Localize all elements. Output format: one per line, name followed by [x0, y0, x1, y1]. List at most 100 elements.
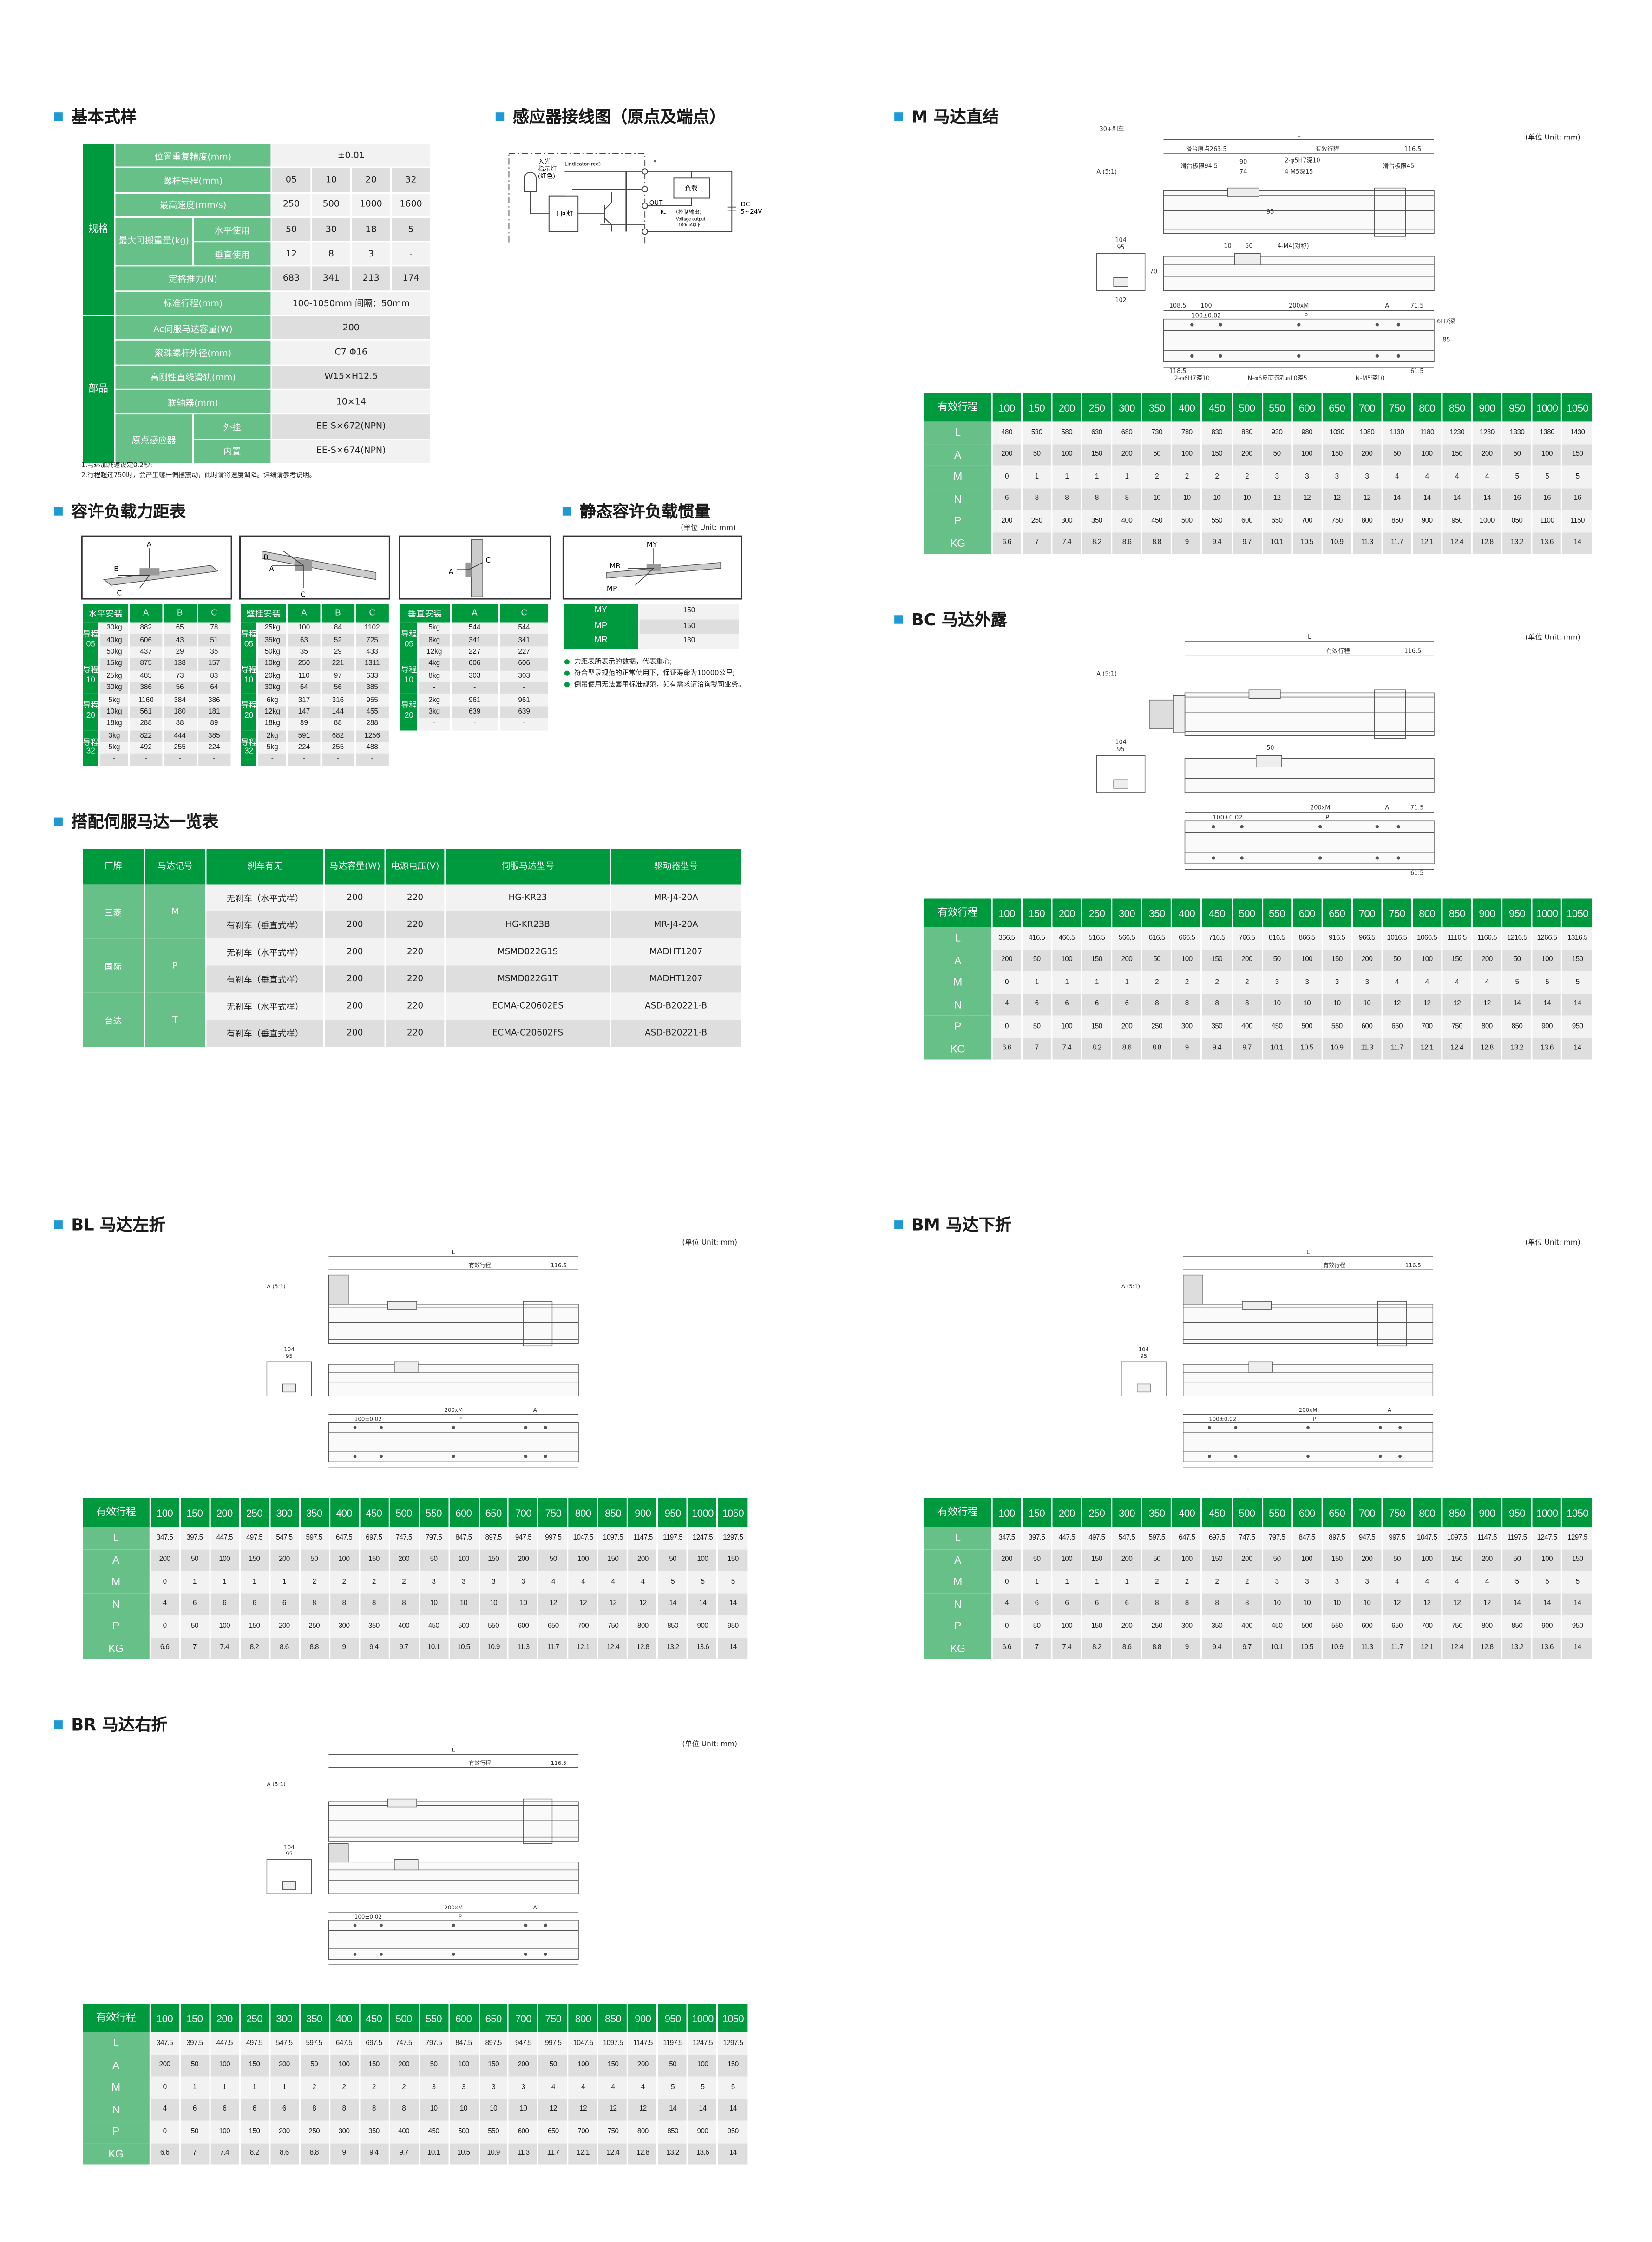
table-row: A 200 50 100 150 200 50 100 150 200 50 100 150 200 50 1…	[923, 1548, 1593, 1571]
dimension-label: 118.5	[1169, 368, 1187, 375]
group-label-spec: 规格	[81, 142, 116, 316]
stroke-header-cell: 150	[1021, 1498, 1052, 1527]
servo-header-cell: 厂牌	[81, 849, 144, 885]
table-cell: 8.8	[1141, 531, 1172, 554]
row-label: A	[81, 2054, 150, 2077]
table-cell: 8	[1081, 487, 1112, 510]
table-cell: 9.7	[388, 1637, 419, 1659]
lamp-label: (红色)	[538, 172, 555, 180]
table-cell: 1	[238, 1571, 269, 1593]
table-cell: 200	[1111, 949, 1142, 971]
table-cell: 10	[1201, 487, 1232, 510]
table-cell: 88	[162, 718, 197, 730]
table-cell: 3	[1351, 971, 1382, 994]
table-row: 30kg 386 56 64	[82, 682, 231, 694]
hole-mark	[1219, 354, 1222, 358]
table-cell: 224	[286, 741, 321, 754]
table-cell: 4	[627, 2076, 658, 2099]
stroke-header-cell: 700	[1351, 393, 1382, 422]
table-cell: 1080	[1351, 421, 1382, 444]
stroke-header-cell: 750	[538, 1498, 568, 1527]
table-cell: 1047.5	[567, 1527, 598, 1549]
table-cell: 4	[1381, 465, 1412, 488]
hole-mark	[1396, 856, 1400, 860]
hole-mark	[1378, 1426, 1382, 1429]
heading-text: 搭配伺服马达一览表	[71, 812, 219, 832]
table-cell: 397.5	[179, 1527, 210, 1549]
table-cell: 150	[1201, 949, 1232, 971]
section-heading-load-moment: 容许负载力距表	[54, 500, 186, 523]
table-cell: 050	[1501, 510, 1532, 532]
table-cell: 950	[1561, 1015, 1593, 1038]
table-cell: 385	[354, 682, 389, 694]
table-cell: 8	[1231, 993, 1262, 1016]
table-cell: 14	[1561, 531, 1593, 554]
table-cell: 50	[1141, 1548, 1172, 1571]
table-cell: 1130	[1381, 421, 1412, 444]
table-cell: 200	[388, 2054, 419, 2077]
lead-group-label: 导程32	[239, 730, 258, 766]
table-row: ---	[400, 718, 549, 730]
table-cell: 8.6	[269, 2143, 300, 2165]
table-row: 导程10 4kg 606 606	[399, 658, 549, 694]
table-cell: 6	[1021, 993, 1052, 1016]
table-cell: 88	[320, 718, 355, 730]
table-cell: 100	[1291, 949, 1322, 971]
servo-header-row: 厂牌 马达记号 刹车有无 马达容量(W) 电源电压(V) 伺服马达型号 驱动器型号	[81, 849, 741, 885]
dimension-label: 有效行程	[1326, 648, 1350, 655]
table-cell: -	[354, 754, 389, 766]
table-cell: 150	[1081, 443, 1112, 466]
table-cell: 447.5	[209, 1527, 240, 1549]
spec-value: 174	[390, 265, 432, 292]
table-cell: 1	[1021, 465, 1052, 488]
table-cell: 1280	[1471, 421, 1502, 444]
dimension-label: 有效行程	[1315, 146, 1339, 153]
table-cell: -	[418, 718, 450, 730]
section-heading-bc: BC 马达外露	[894, 608, 1007, 631]
table-cell: 14	[1501, 993, 1532, 1016]
table-cell: 11.3	[507, 1637, 538, 1659]
table-cell: MSMD022G1T	[444, 965, 611, 993]
dimension-label: 95	[286, 1850, 293, 1857]
table-cell: 100	[448, 2054, 479, 2077]
table-cell: 955	[354, 694, 389, 706]
load-header-row: 垂直安装 A C	[399, 603, 549, 623]
motor-code-cell: M	[144, 884, 206, 939]
table-cell: 14	[1561, 1593, 1593, 1615]
table-cell: 900	[687, 1615, 718, 1637]
stroke-header-cell: 950	[657, 1498, 688, 1527]
basic-spec-notes: 1.马达加减速设定0.2秒; 2.行程超过750时，会产生螺杆偏摆震动，此时请将…	[81, 463, 316, 481]
table-cell: 950	[1441, 510, 1472, 532]
table-cell: 897.5	[478, 1527, 509, 1549]
table-cell: 386	[128, 682, 163, 694]
table-cell: 220	[385, 965, 445, 993]
table-cell: 3	[1321, 1571, 1352, 1593]
drawing-shape	[328, 1274, 349, 1305]
table-cell: 30kg	[98, 682, 129, 694]
table-cell: 850	[1501, 1615, 1532, 1637]
table-cell: 4	[567, 1571, 598, 1593]
drawing-shape	[1242, 1301, 1272, 1310]
row-label: M	[923, 465, 992, 488]
table-row: 5kg 224 255 488	[240, 741, 389, 754]
table-cell: 1	[179, 2076, 210, 2099]
voltage-output-label: Volfage output	[676, 217, 706, 222]
table-cell: 3	[1351, 1571, 1382, 1593]
row-label: P	[923, 1015, 992, 1038]
note: 2.行程超过750时，会产生螺杆偏摆震动，此时请将速度调降。详细请参考说明。	[81, 472, 316, 479]
lead-group-label: 导程20	[399, 694, 419, 730]
table-cell: 4	[538, 1571, 568, 1593]
stroke-header-cell: 450	[1201, 898, 1232, 927]
table-cell: 447.5	[1051, 1527, 1082, 1549]
drawing-shape	[1374, 689, 1406, 739]
lamp-label: 入光	[538, 158, 551, 166]
table-cell: 9.4	[1201, 1637, 1232, 1659]
table-cell: 10	[507, 2098, 538, 2121]
stroke-header-cell: 400	[1171, 393, 1202, 422]
table-cell: 13.2	[1501, 1037, 1532, 1060]
table-cell: 0	[991, 971, 1022, 994]
table-cell: 961	[498, 694, 549, 706]
table-cell: 10	[478, 2098, 509, 2121]
spec-label: 高刚性直线滑轨(mm)	[114, 364, 272, 390]
